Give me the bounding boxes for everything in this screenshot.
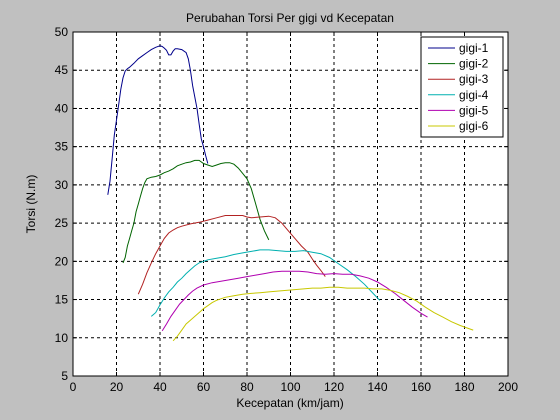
x-tick-label: 180	[454, 380, 474, 394]
legend-label-gigi-1: gigi-1	[459, 41, 489, 55]
x-tick-label: 200	[498, 380, 518, 394]
x-tick-label: 60	[197, 380, 211, 394]
legend-label-gigi-6: gigi-6	[459, 119, 489, 133]
y-tick-label: 45	[55, 63, 69, 77]
series-line-gigi-4	[150, 249, 381, 317]
y-axis-label: Torsi (N.m)	[24, 175, 38, 234]
y-tick-label: 30	[55, 178, 69, 192]
y-tick-label: 40	[55, 101, 69, 115]
x-tick-label: 160	[411, 380, 431, 394]
chart-title: Perubahan Torsi Per gigi vd Kecepatan	[186, 11, 394, 25]
legend-label-gigi-2: gigi-2	[459, 57, 489, 71]
series-line-gigi-3	[137, 215, 326, 295]
x-tick-label: 20	[110, 380, 124, 394]
series-line-gigi-5	[161, 270, 428, 332]
legend-label-gigi-5: gigi-5	[459, 103, 489, 117]
legend-label-gigi-4: gigi-4	[459, 88, 489, 102]
x-tick-label: 120	[324, 380, 344, 394]
y-tick-label: 5	[61, 369, 68, 383]
x-tick-label: 80	[240, 380, 254, 394]
x-tick-label: 140	[367, 380, 387, 394]
x-tick-label: 0	[70, 380, 77, 394]
legend-box	[420, 36, 504, 138]
legend-label-gigi-3: gigi-3	[459, 72, 489, 86]
series-line-gigi-1	[107, 45, 209, 195]
x-axis-label: Kecepatan (km/jam)	[236, 396, 343, 410]
y-tick-label: 50	[55, 25, 69, 39]
y-tick-label: 35	[55, 140, 69, 154]
y-tick-label: 15	[55, 293, 69, 307]
x-tick-label: 100	[280, 380, 300, 394]
x-tick-label: 40	[153, 380, 167, 394]
ticks: 0 20 40 60 80 100 120 140 160 180 200 5 10 15 20 25 30 35…	[55, 25, 519, 394]
y-tick-label: 25	[55, 216, 69, 230]
y-tick-label: 10	[55, 331, 69, 345]
y-tick-label: 20	[55, 254, 69, 268]
series-layer	[107, 45, 474, 342]
series-line-gigi-2	[122, 159, 270, 264]
series-line-gigi-6	[172, 286, 474, 342]
